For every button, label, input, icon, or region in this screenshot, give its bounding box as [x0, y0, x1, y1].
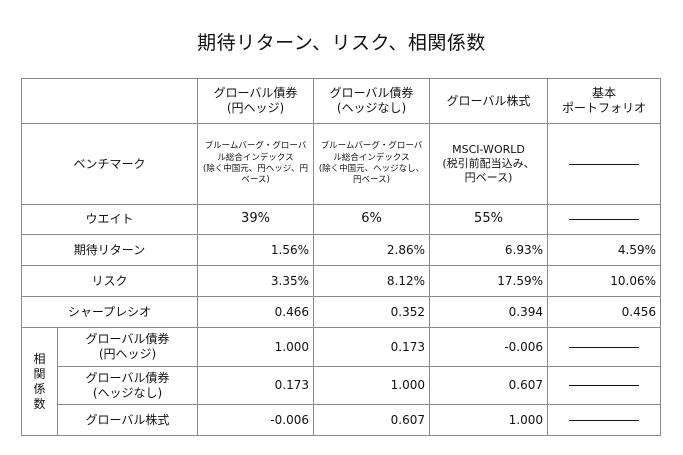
value-cell: 1.56%	[197, 234, 314, 266]
weight-cell: 39%	[197, 204, 314, 235]
correlation-label-char: 係	[33, 381, 46, 396]
value-cell: 0.394	[429, 296, 548, 328]
header-row: グローバル債券 (円ヘッジ) グローバル債券 (ヘッジなし) グローバル株式 基…	[21, 78, 661, 124]
value-cell: -0.006	[197, 404, 314, 436]
row-label: ウエイト	[21, 204, 198, 235]
benchmark-row: ベンチマーク ブルームバーグ・グローバル総合インデックス (除く中国元、円ヘッジ…	[21, 123, 661, 205]
benchmark-cell	[547, 123, 661, 205]
dash-line	[569, 219, 639, 220]
corner-cell	[21, 78, 198, 124]
value-cell: -0.006	[429, 327, 548, 367]
dash-line	[569, 419, 639, 421]
dash-line	[569, 346, 639, 348]
col-header: グローバル債券 (円ヘッジ)	[197, 78, 314, 124]
value-cell: 1.000	[313, 366, 430, 405]
row-label: グローバル債券 (円ヘッジ)	[57, 327, 198, 367]
value-cell: 6.93%	[429, 234, 548, 266]
benchmark-cell: ブルームバーグ・グローバル総合インデックス (除く中国元、ヘッジなし、円ベース)	[313, 123, 430, 205]
row-label: グローバル債券 (ヘッジなし)	[57, 366, 198, 405]
value-cell	[547, 404, 661, 436]
value-cell: 0.173	[197, 366, 314, 405]
sharpe-row: シャープレシオ 0.466 0.352 0.394 0.456	[21, 296, 661, 328]
value-cell: 0.173	[313, 327, 430, 367]
weight-cell: 6%	[313, 204, 430, 235]
col-header: グローバル株式	[429, 78, 548, 124]
correlation-row: グローバル株式 -0.006 0.607 1.000	[22, 404, 661, 436]
expected-return-row: 期待リターン 1.56% 2.86% 6.93% 4.59%	[21, 234, 661, 266]
col-header: グローバル債券 (ヘッジなし)	[313, 78, 430, 124]
benchmark-cell: ブルームバーグ・グローバル総合インデックス (除く中国元、円ヘッジ、円ベース)	[197, 123, 314, 205]
value-cell: 0.607	[313, 404, 430, 436]
dash-line	[569, 385, 639, 386]
value-cell	[547, 327, 661, 367]
value-cell	[547, 366, 661, 405]
value-cell: 10.06%	[547, 265, 661, 297]
correlation-label-char: 関	[33, 366, 46, 381]
correlation-label-char: 相	[33, 351, 46, 366]
value-cell: 2.86%	[313, 234, 430, 266]
value-cell: 1.000	[429, 404, 548, 436]
weight-row: ウエイト 39% 6% 55%	[21, 204, 661, 235]
value-cell: 3.35%	[197, 265, 314, 297]
value-cell: 0.466	[197, 296, 314, 328]
value-cell: 0.456	[547, 296, 661, 328]
row-label: シャープレシオ	[21, 296, 198, 328]
value-cell: 0.607	[429, 366, 548, 405]
weight-cell: 55%	[429, 204, 548, 235]
page-title: 期待リターン、リスク、相関係数	[197, 32, 486, 54]
value-cell: 17.59%	[429, 265, 548, 297]
row-label: グローバル株式	[57, 404, 198, 436]
correlation-group-label: 相 関 係 数	[21, 327, 58, 436]
benchmark-cell: MSCI-WORLD (税引前配当込み、 円ベース)	[429, 123, 548, 205]
risk-row: リスク 3.35% 8.12% 17.59% 10.06%	[21, 265, 661, 297]
value-cell: 1.000	[197, 327, 314, 367]
correlation-row: 相 関 係 数 グローバル債券 (円ヘッジ) 1.000 0.173 -0.00…	[21, 327, 661, 436]
col-header: 基本 ポートフォリオ	[547, 78, 661, 124]
weight-cell	[547, 204, 661, 235]
stats-table: グローバル債券 (円ヘッジ) グローバル債券 (ヘッジなし) グローバル株式 基…	[21, 78, 661, 436]
value-cell: 8.12%	[313, 265, 430, 297]
row-label: リスク	[21, 265, 198, 297]
correlation-label-char: 数	[33, 396, 46, 411]
dash-line	[569, 163, 639, 165]
value-cell: 0.352	[313, 296, 430, 328]
row-label: 期待リターン	[21, 234, 198, 266]
value-cell: 4.59%	[547, 234, 661, 266]
row-label: ベンチマーク	[21, 123, 198, 205]
correlation-row: グローバル債券 (ヘッジなし) 0.173 1.000 0.607	[22, 366, 661, 405]
